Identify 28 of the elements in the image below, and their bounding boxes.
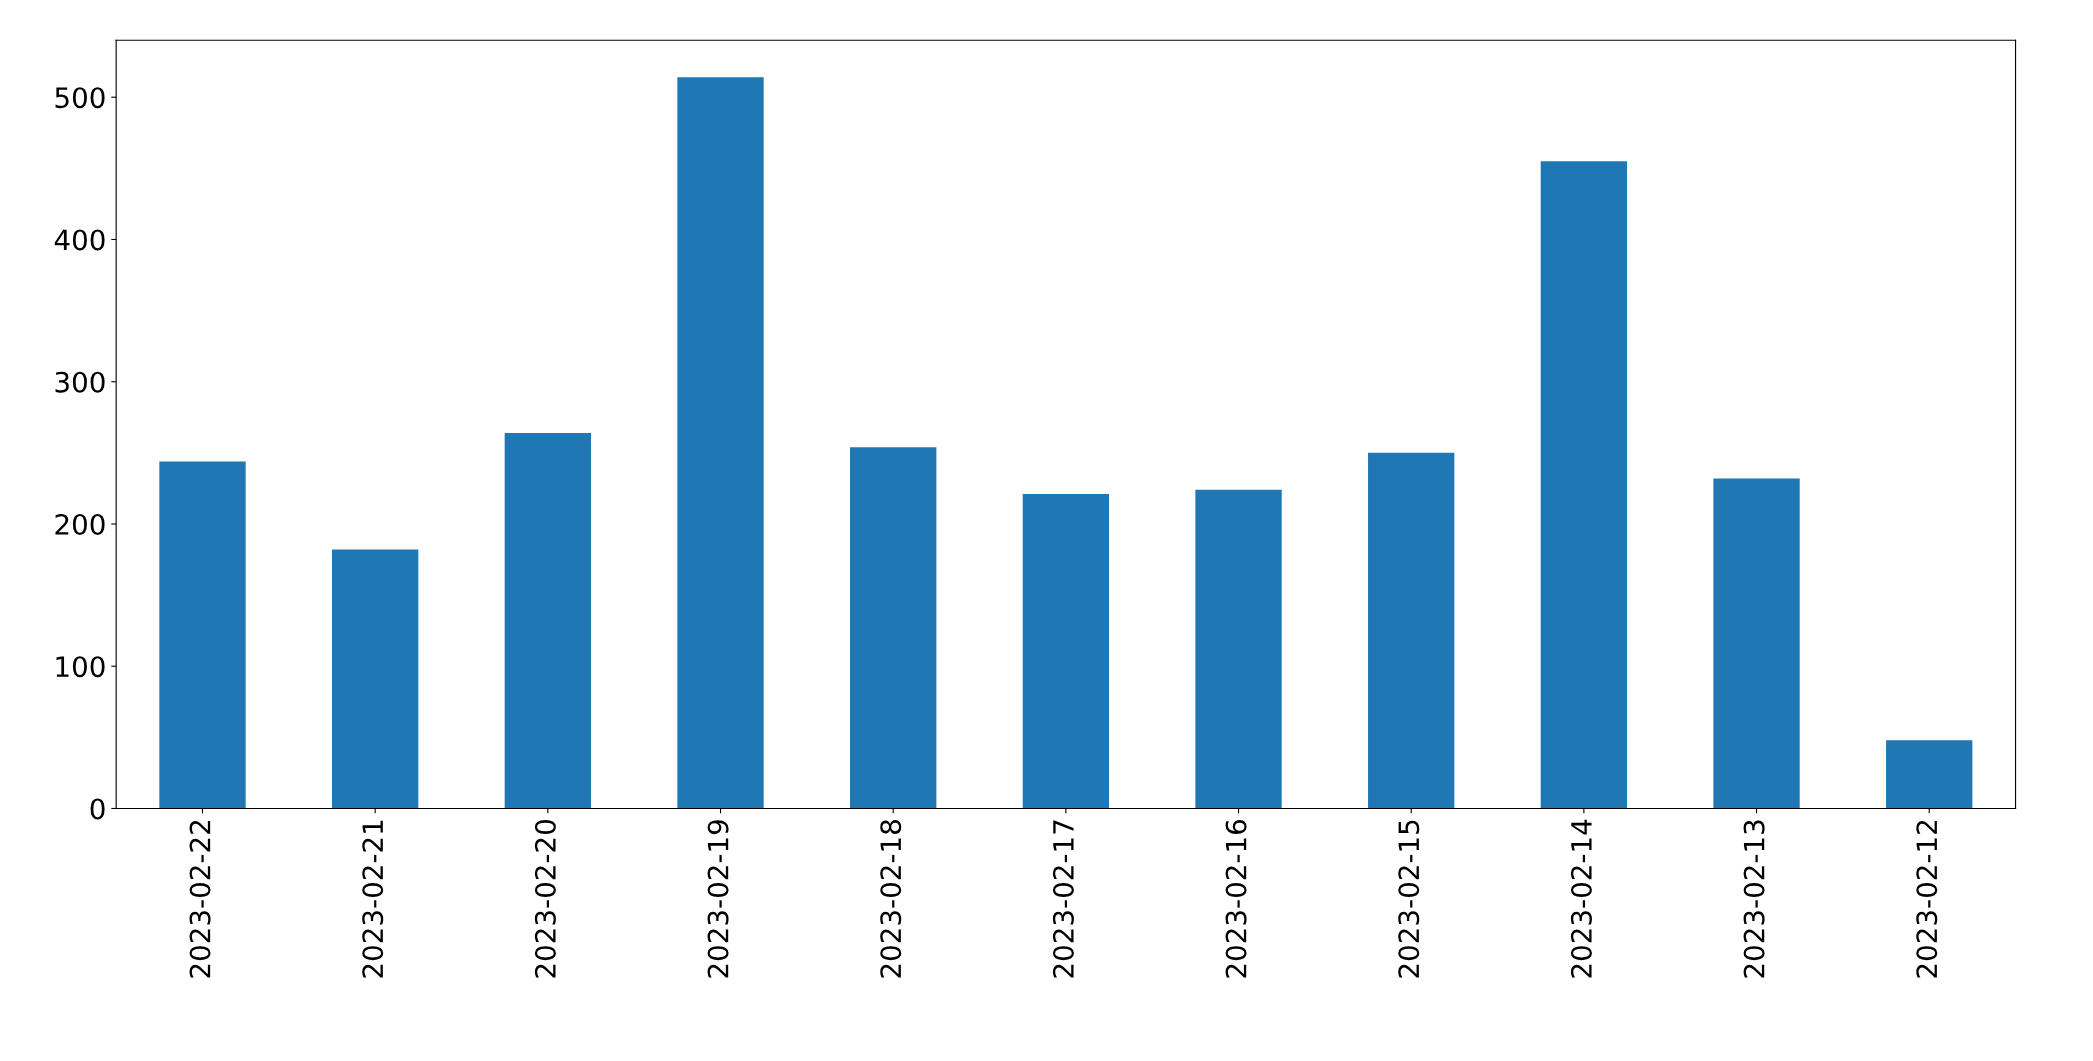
x-tick-label: 2023-02-21	[362, 820, 384, 978]
x-tick-label: 2023-02-20	[534, 820, 556, 978]
y-tick-label: 500	[55, 87, 105, 109]
x-tick-label: 2023-02-17	[1052, 820, 1074, 978]
bar	[850, 447, 937, 809]
y-tick-label: 0	[90, 798, 105, 820]
x-tick-label: 2023-02-16	[1225, 819, 1247, 978]
bar	[1022, 494, 1110, 809]
bar	[1540, 161, 1628, 809]
bar	[1713, 478, 1800, 809]
bar	[159, 461, 246, 809]
y-tick-label: 300	[55, 371, 105, 393]
x-tick-label: 2023-02-18	[880, 820, 902, 978]
bar	[1368, 452, 1455, 809]
bar	[677, 77, 764, 809]
y-tick-label: 400	[54, 229, 105, 251]
y-tick-label: 100	[56, 656, 105, 678]
bar	[1195, 489, 1282, 809]
x-tick-label: 2023-02-14	[1570, 819, 1592, 978]
bar	[504, 432, 592, 809]
y-tick-label: 200	[55, 513, 105, 535]
bar	[332, 549, 419, 809]
x-tick-label: 2023-02-12	[1916, 820, 1938, 978]
x-tick-label: 2023-02-22	[189, 820, 211, 978]
x-tick-label: 2023-02-13	[1743, 820, 1765, 978]
x-tick-label: 2023-02-19	[707, 820, 729, 978]
bar	[1886, 740, 1973, 809]
x-tick-label: 2023-02-15	[1398, 820, 1420, 978]
